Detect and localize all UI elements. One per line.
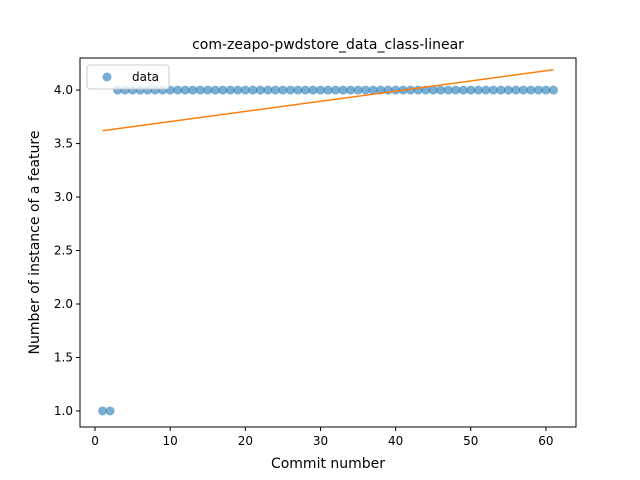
trend-line: [102, 69, 554, 132]
data-point: [278, 85, 288, 95]
x-tick-label: 50: [463, 434, 478, 448]
data-point: [308, 85, 318, 95]
data-point: [285, 85, 295, 95]
data-point: [173, 85, 183, 95]
x-axis-ticks: 0 10 20 30 40 50 60: [91, 427, 554, 448]
data-point: [466, 85, 476, 95]
y-tick-label: 1.5: [54, 350, 73, 364]
data-point: [105, 406, 115, 416]
axes-frame: [79, 57, 577, 428]
x-tick-label: 0: [91, 434, 99, 448]
data-point: [428, 85, 438, 95]
data-point: [436, 85, 446, 95]
data-point: [188, 85, 198, 95]
data-point: [533, 85, 543, 95]
data-point: [293, 85, 303, 95]
data-point: [473, 85, 483, 95]
data-point: [195, 85, 205, 95]
data-point: [518, 85, 528, 95]
data-point: [458, 85, 468, 95]
data-point: [270, 85, 280, 95]
data-point: [248, 85, 258, 95]
x-tick-label: 20: [238, 434, 253, 448]
y-tick-label: 1.0: [54, 404, 73, 418]
data-point: [353, 85, 363, 95]
x-tick-label: 40: [388, 434, 403, 448]
legend-label-data: data: [132, 70, 159, 84]
y-tick-label: 3.0: [54, 190, 73, 204]
data-point: [346, 85, 356, 95]
y-tick-label: 4.0: [54, 83, 73, 97]
data-point: [503, 85, 513, 95]
data-point: [98, 406, 108, 416]
y-tick-label: 2.5: [54, 244, 73, 258]
data-point: [526, 85, 536, 95]
data-point: [263, 85, 273, 95]
data-point: [548, 85, 558, 95]
x-tick-label: 10: [163, 434, 178, 448]
data-point: [338, 85, 348, 95]
data-point: [361, 85, 371, 95]
data-point: [210, 85, 220, 95]
data-point: [225, 85, 235, 95]
y-axis-label: Number of instance of a feature: [27, 131, 43, 355]
data-point: [180, 85, 190, 95]
legend: data: [86, 64, 170, 90]
plot-area: [98, 69, 558, 416]
y-tick-label: 2.0: [54, 297, 73, 311]
data-point: [541, 85, 551, 95]
data-point: [406, 85, 416, 95]
legend-box: [86, 64, 170, 90]
data-point: [496, 85, 506, 95]
data-point: [368, 85, 378, 95]
data-point: [391, 85, 401, 95]
legend-marker-data: [102, 72, 112, 82]
data-point: [300, 85, 310, 95]
data-point: [255, 85, 265, 95]
data-point: [443, 85, 453, 95]
data-point: [233, 85, 243, 95]
data-point: [488, 85, 498, 95]
data-point: [451, 85, 461, 95]
x-tick-label: 60: [538, 434, 553, 448]
chart-title: com-zeapo-pwdstore_data_class-linear: [192, 37, 464, 53]
data-point: [203, 85, 213, 95]
y-axis-ticks: 1.0 1.5 2.0 2.5 3.0 3.5 4.0: [54, 83, 80, 418]
data-point: [240, 85, 250, 95]
x-tick-label: 30: [313, 434, 328, 448]
x-axis-label: Commit number: [271, 456, 385, 472]
data-point: [323, 85, 333, 95]
data-point: [331, 85, 341, 95]
y-tick-label: 3.5: [54, 137, 73, 151]
data-point: [481, 85, 491, 95]
data-point: [315, 85, 325, 95]
data-point: [218, 85, 228, 95]
data-point: [511, 85, 521, 95]
